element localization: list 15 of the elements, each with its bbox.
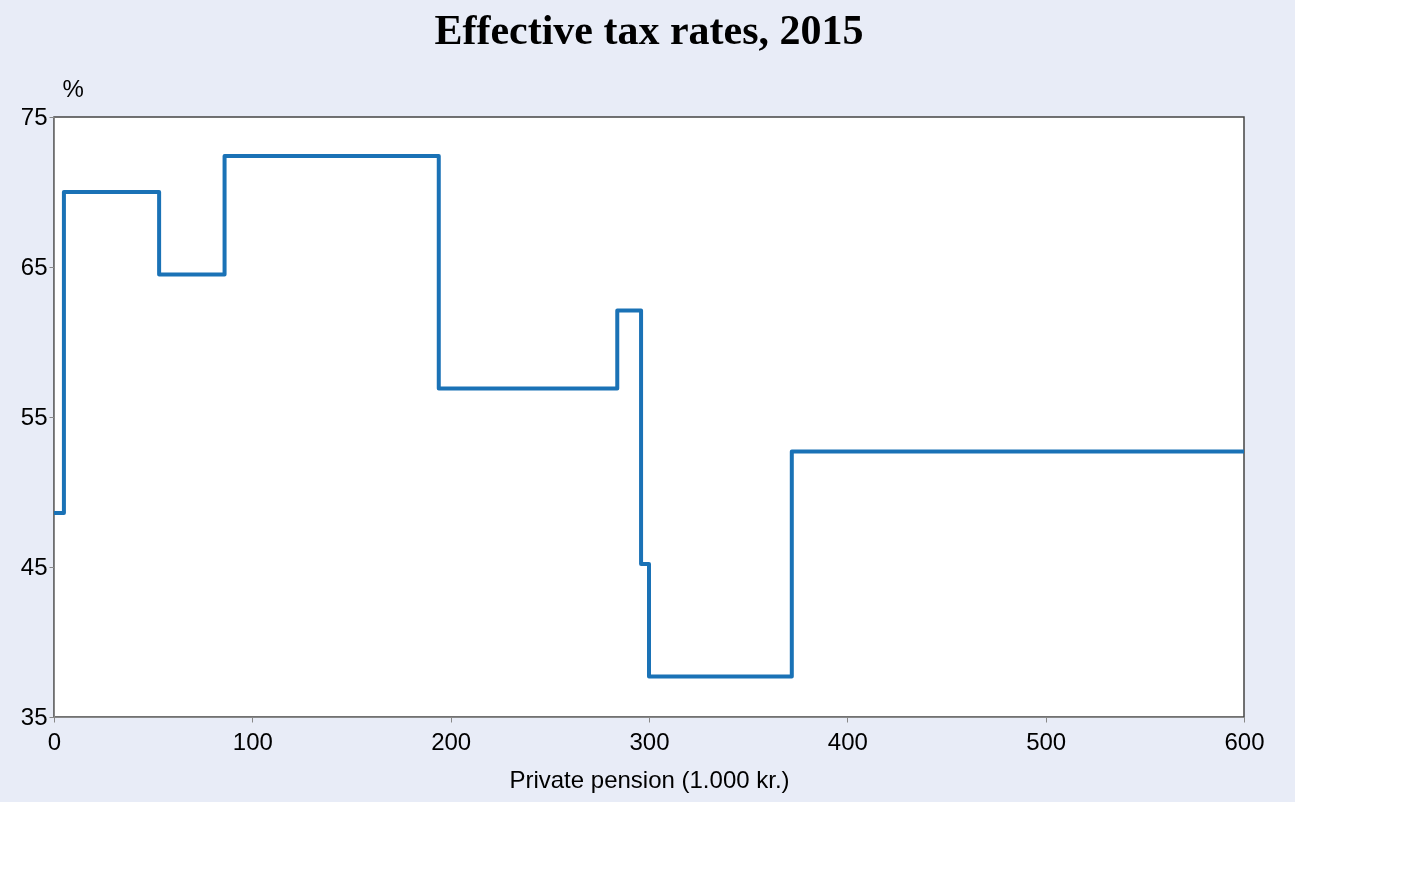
x-axis-title: Private pension (1.000 kr.): [509, 765, 790, 793]
x-tick-label: 0: [47, 727, 62, 755]
y-tick-label: 45: [20, 552, 48, 580]
x-tick-label: 100: [232, 727, 273, 755]
y-tick-label: 65: [20, 252, 48, 280]
x-tick-label: 200: [431, 727, 472, 755]
y-axis-title: %: [62, 74, 84, 102]
y-tick-label: 35: [20, 702, 48, 730]
x-tick-label: 400: [827, 727, 868, 755]
chart-title: Effective tax rates, 2015: [434, 7, 864, 53]
x-tick-label: 300: [629, 727, 670, 755]
x-tick-label: 500: [1026, 727, 1067, 755]
y-tick-label: 75: [20, 102, 48, 130]
y-tick-label: 55: [20, 402, 48, 430]
x-tick-label: 600: [1224, 727, 1265, 755]
